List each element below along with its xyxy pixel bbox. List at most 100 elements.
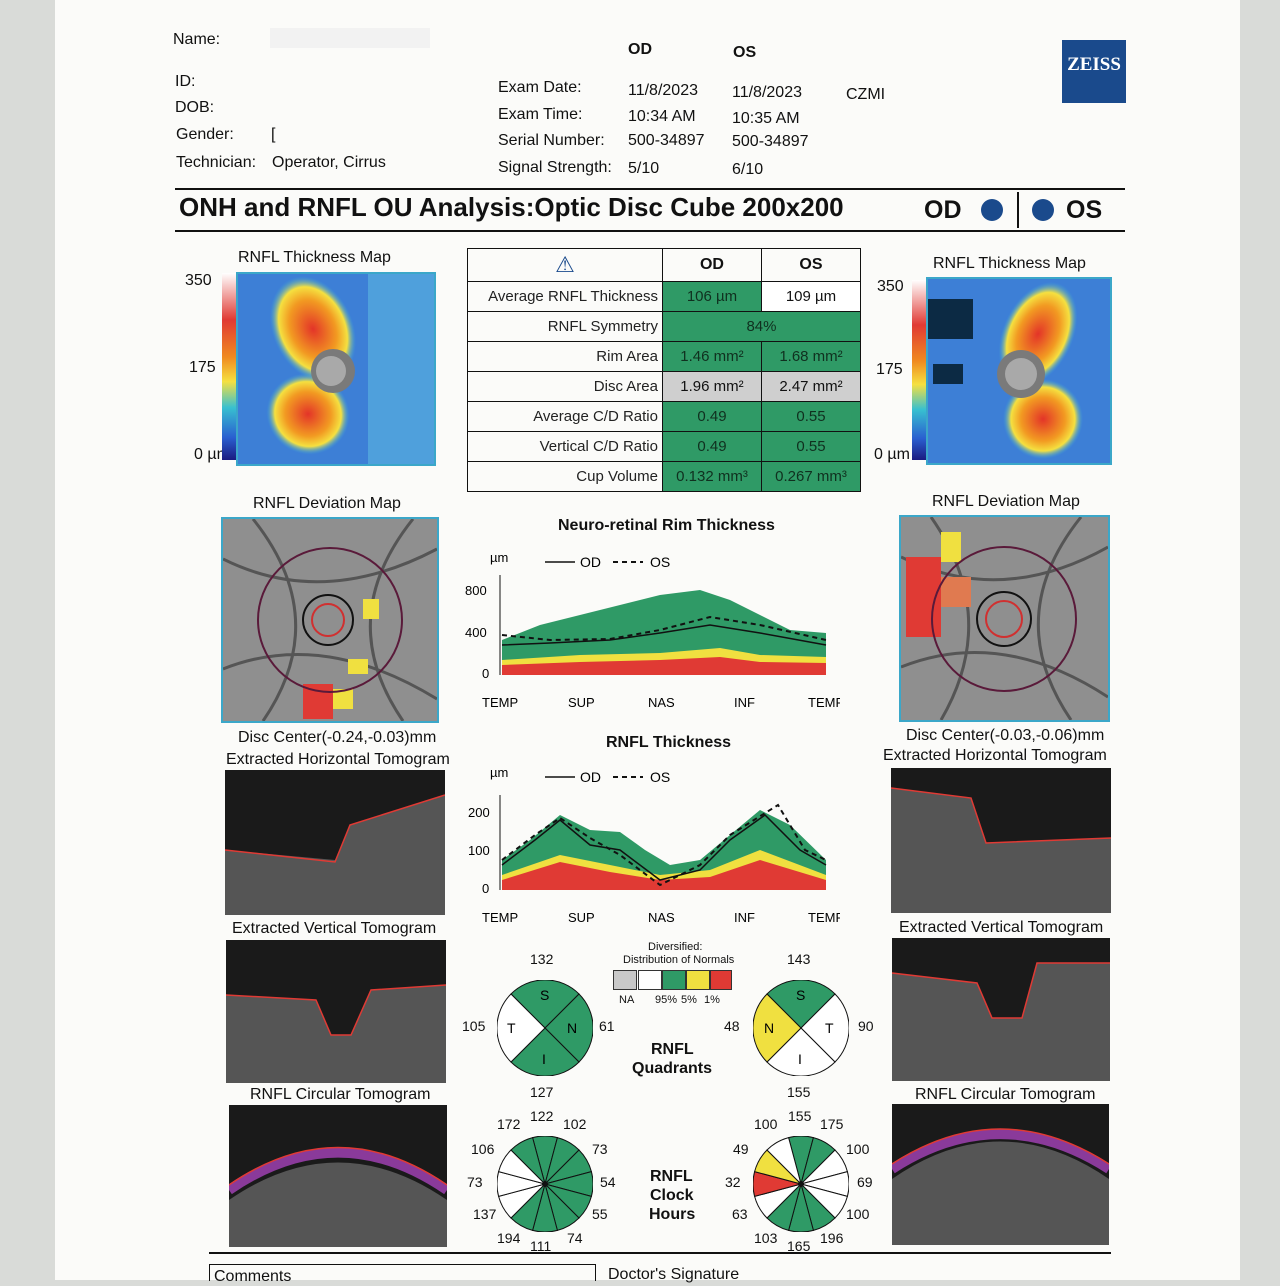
od-deviation-title: RNFL Deviation Map — [253, 495, 401, 512]
legend-1: 1% — [704, 994, 720, 1006]
rnfl-os-line — [501, 803, 827, 887]
od-clock-6: 111 — [530, 1238, 552, 1254]
signal-label: Signal Strength: — [498, 159, 612, 176]
clock-label2: Clock — [650, 1187, 694, 1204]
os-quad-s-value: 143 — [787, 951, 811, 967]
od-clock-chart — [497, 1136, 593, 1232]
od-disc-center: Disc Center(-0.24,-0.03)mm — [238, 729, 437, 746]
os-clock-12: 155 — [788, 1108, 812, 1124]
os-quad-i-letter: I — [798, 1051, 802, 1067]
table-row: Average RNFL Thickness 106 µm 109 µm — [467, 281, 862, 312]
redacted-name — [270, 28, 430, 48]
os-quad-n-value: 48 — [724, 1018, 740, 1034]
od-quadrant-chart: S N I T — [497, 980, 593, 1076]
title-bottom-rule — [175, 230, 1125, 232]
title-divider — [1017, 192, 1019, 228]
exam-time-os: 10:35 AM — [732, 110, 800, 127]
rnfl-xtick: TEMP — [482, 910, 518, 925]
exam-date-od: 11/8/2023 — [628, 82, 698, 99]
exam-od-header: OD — [628, 41, 652, 58]
legend-title1: Diversified: — [648, 941, 703, 953]
os-deviation-title: RNFL Deviation Map — [932, 493, 1080, 510]
od-scale-mid: 175 — [189, 359, 216, 376]
od-scale-bottom: 0 µm — [194, 446, 230, 463]
od-quad-i-value: 127 — [530, 1084, 554, 1100]
rnfl-legend-os: OS — [650, 769, 670, 785]
rnfl-chart: µm OD OS 200 100 0 TEMP SUP NAS INF TEMP — [468, 765, 840, 925]
row-label: Cup Volume — [467, 461, 663, 492]
rim-chart-title: Neuro-retinal Rim Thickness — [558, 517, 775, 534]
os-quadrant-chart: S T I N — [753, 980, 849, 1076]
od-quad-n-letter: N — [567, 1020, 577, 1036]
row-label: RNFL Symmetry — [467, 311, 663, 342]
od-clock-12: 122 — [530, 1108, 554, 1124]
serial-os: 500-34897 — [732, 133, 809, 150]
os-quad-s-letter: S — [796, 987, 805, 1003]
title-od: OD — [924, 196, 962, 224]
signature-label: Doctor's Signature — [608, 1266, 740, 1283]
os-clock-1: 175 — [820, 1116, 844, 1132]
signal-od: 5/10 — [628, 160, 660, 177]
serial-label: Serial Number: — [498, 132, 605, 149]
rim-os-line — [501, 615, 827, 642]
rim-chart: µm OD OS 800 400 0 TEMP SUP NAS INF TEMP — [465, 550, 840, 710]
name-label: Name: — [173, 31, 221, 48]
os-quad-t-letter: T — [825, 1020, 834, 1036]
legend-95: 95% — [655, 994, 678, 1006]
table-row: Disc Area 1.96 mm² 2.47 mm² — [467, 371, 862, 402]
rnfl-ytick: 0 — [482, 881, 489, 896]
legend-5: 5% — [681, 994, 697, 1006]
rim-ytick: 0 — [482, 666, 489, 681]
legend-white-swatch — [638, 970, 662, 990]
os-scale-bottom: 0 µm — [874, 446, 910, 463]
os-thickness-map — [926, 277, 1112, 465]
od-clock-2: 73 — [592, 1141, 608, 1157]
warning-triangle-icon: ⚠ — [555, 252, 575, 278]
os-quad-i — [766, 1027, 836, 1076]
os-clock-8: 63 — [732, 1206, 748, 1222]
od-quad-i — [510, 1027, 580, 1076]
os-clock-11: 100 — [754, 1116, 778, 1132]
od-clock-4: 55 — [592, 1206, 608, 1222]
rnfl-xtick: INF — [734, 910, 755, 925]
table-row: Cup Volume 0.132 mm³ 0.267 mm³ — [467, 461, 862, 492]
os-vertical-tomo-title: Extracted Vertical Tomogram — [899, 919, 1104, 936]
os-disc-center: Disc Center(-0.03,-0.06)mm — [906, 727, 1105, 744]
od-thickness-map-title: RNFL Thickness Map — [238, 249, 391, 266]
row-od: 106 µm — [661, 281, 762, 312]
row-os: 109 µm — [760, 281, 862, 312]
row-os: 0.55 — [760, 401, 862, 432]
row-od: 0.49 — [661, 401, 762, 432]
rim-ytick: 400 — [465, 625, 487, 640]
od-quad-s — [510, 980, 580, 1029]
os-circular-tomo-title: RNFL Circular Tomogram — [915, 1086, 1096, 1103]
rnfl-xtick: SUP — [568, 910, 595, 925]
od-clock-9: 73 — [467, 1174, 483, 1190]
table-row: RNFL Symmetry 84% — [467, 311, 862, 342]
os-horizontal-tomogram — [891, 768, 1111, 913]
od-eye-icon — [981, 199, 1003, 221]
rim-xtick: NAS — [648, 695, 675, 710]
row-od: 1.96 mm² — [661, 371, 762, 402]
row-both: 84% — [661, 311, 862, 342]
os-clock-3: 69 — [857, 1174, 873, 1190]
rim-unit: µm — [490, 550, 508, 565]
exam-date-label: Exam Date: — [498, 79, 582, 96]
rnfl-od-line — [501, 814, 827, 881]
exam-time-label: Exam Time: — [498, 106, 583, 123]
rim-legend-od: OD — [580, 554, 601, 570]
rnfl-legend-od: OD — [580, 769, 601, 785]
os-color-scale — [912, 280, 926, 460]
od-circular-tomo-title: RNFL Circular Tomogram — [250, 1086, 431, 1103]
gender-label: Gender: — [176, 126, 234, 143]
row-label: Rim Area — [467, 341, 663, 372]
id-label: ID: — [175, 73, 196, 90]
row-label: Average C/D Ratio — [467, 401, 663, 432]
table-row: Average C/D Ratio 0.49 0.55 — [467, 401, 862, 432]
od-clock-5: 74 — [567, 1230, 583, 1246]
table-row: Rim Area 1.46 mm² 1.68 mm² — [467, 341, 862, 372]
od-clock-3: 54 — [600, 1174, 616, 1190]
row-os: 0.55 — [760, 431, 862, 462]
rim-legend-os: OS — [650, 554, 670, 570]
rnfl-xtick: NAS — [648, 910, 675, 925]
